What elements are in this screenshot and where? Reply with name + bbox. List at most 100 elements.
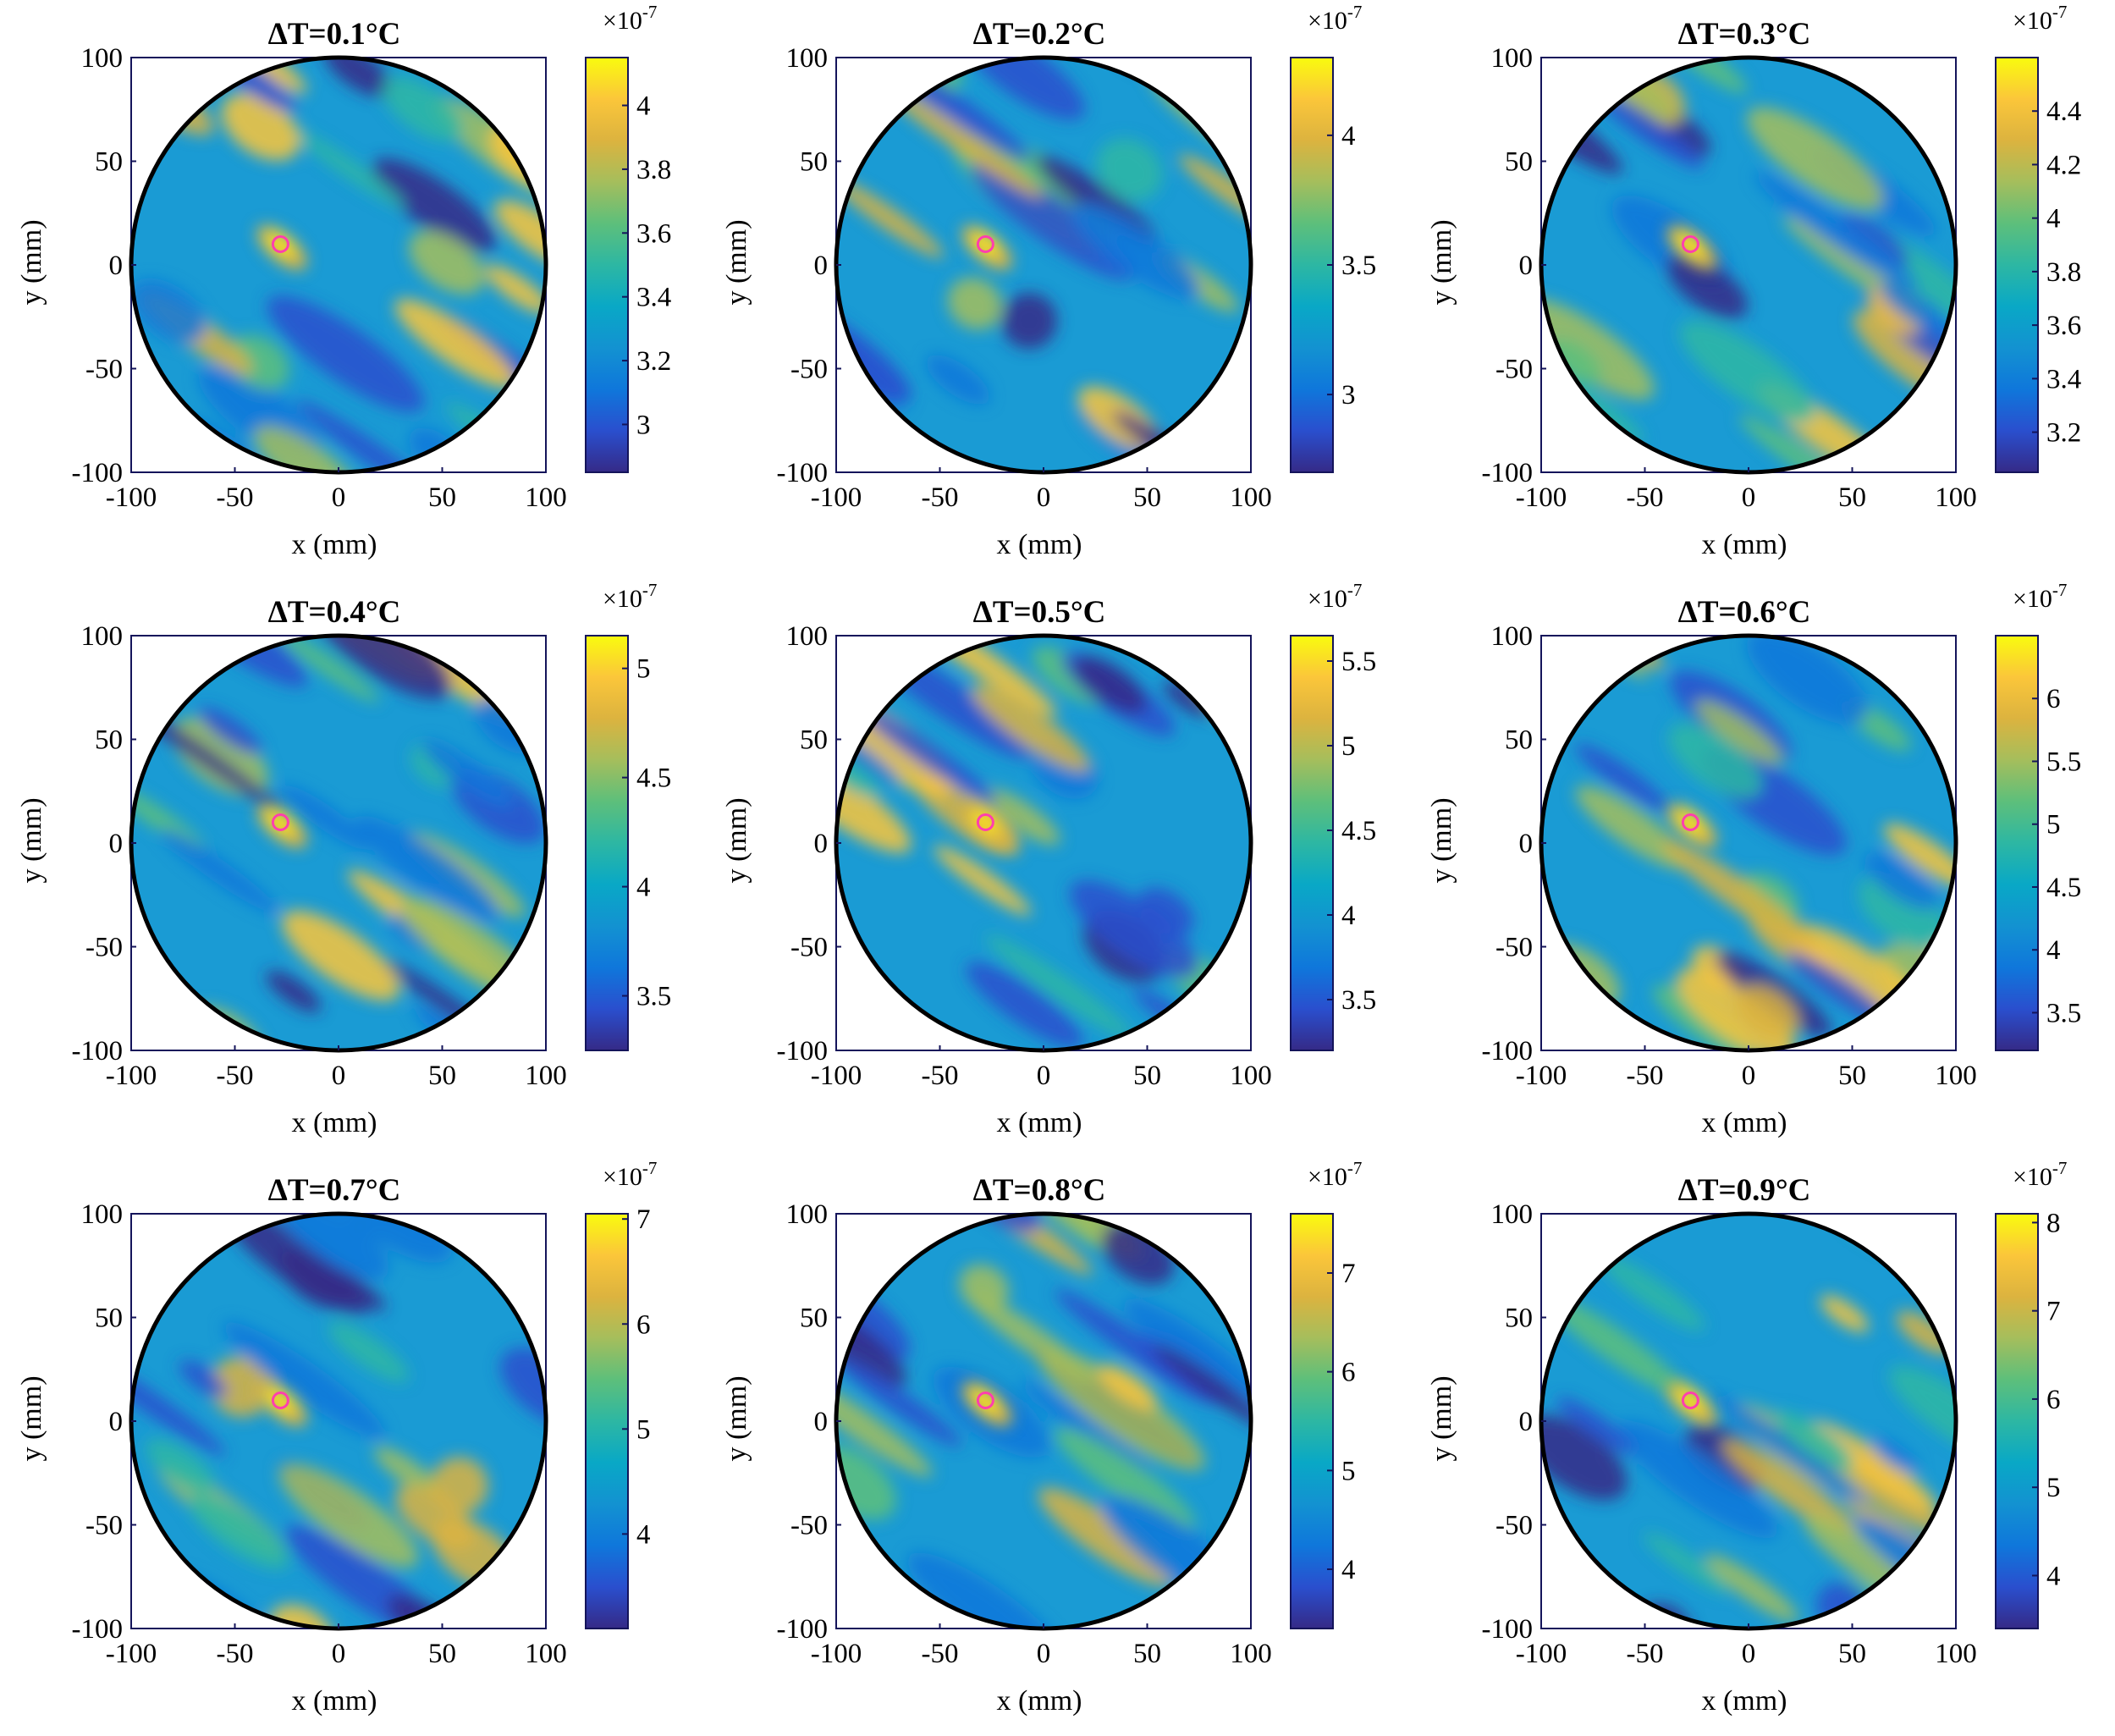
x-tick-label: 0 [1037,482,1051,513]
colorbar-tick-label: 4 [1341,1555,1356,1585]
y-tick-label: 50 [1505,725,1533,756]
x-tick-label: 50 [428,1639,456,1669]
x-tick-label: -100 [1516,1639,1567,1669]
y-tick-label: 100 [786,621,829,652]
panel-6: ΔT=0.6°C y (mm) x (mm) ×10-7 -100 -50 0 50 1… [1426,580,2081,1138]
heatmap-field [131,1214,546,1629]
y-tick-label: 0 [814,829,829,859]
y-tick-label: 0 [109,1407,124,1437]
colorbar-tick-label: 4 [1341,901,1356,931]
source-marker [976,813,994,831]
colorbar-tick-label: 4.4 [2046,96,2081,127]
colorbar-tick-label: 7 [2046,1297,2061,1327]
x-tick-label: 50 [1133,1639,1161,1669]
x-axis-label: x (mm) [1701,1685,1787,1717]
y-tick-label: -100 [777,1036,829,1066]
colorbar-tick-label: 3.5 [2046,998,2081,1028]
x-tick-label: 100 [1230,482,1272,513]
y-tick-label: 100 [1491,43,1534,74]
x-tick-label: 0 [332,482,346,513]
heatmap-field [1541,1214,1956,1629]
colorbar-tick-label: 3.5 [1341,251,1376,281]
y-axis-label: y (mm) [16,1375,47,1461]
x-tick-label: -50 [1627,1639,1664,1669]
y-tick-label: 50 [95,725,123,756]
colorbar [1290,1213,1334,1629]
colorbar-tick-label: 8 [2046,1208,2061,1238]
y-axis-label: y (mm) [721,797,752,883]
heatmap-field [1541,58,1956,472]
y-tick-label: 50 [800,147,828,178]
panel-3: ΔT=0.3°C y (mm) x (mm) ×10-7 -100 -50 0 50 1… [1426,2,2081,560]
y-tick-label: -50 [790,355,828,385]
x-tick-label: -100 [1516,1061,1567,1091]
y-tick-label: 100 [786,43,829,74]
panel-title: ΔT=0.3°C [1678,17,1811,52]
colorbar-tick-label: 5 [2046,1473,2061,1503]
panel-title: ΔT=0.7°C [268,1173,401,1208]
colorbar-tick-label: 4 [636,873,651,903]
y-tick-label: 100 [81,1199,124,1230]
colorbar-exponent: ×10-7 [603,580,657,613]
y-tick-label: 0 [814,1407,829,1437]
y-tick-label: 50 [95,147,123,178]
panel-title: ΔT=0.4°C [268,595,401,630]
colorbar-tick-label: 3.5 [636,982,671,1012]
y-axis-label: y (mm) [1426,797,1457,883]
x-axis-label: x (mm) [1701,1107,1787,1138]
source-marker [271,1392,289,1409]
panel-title: ΔT=0.6°C [1678,595,1811,630]
colorbar-tick-label: 3 [636,410,651,440]
y-axis-label: y (mm) [721,219,752,305]
y-tick-label: 100 [786,1199,829,1230]
x-tick-label: 100 [1935,482,1977,513]
x-tick-label: -100 [106,1061,157,1091]
colorbar-tick-label: 5 [1341,731,1356,762]
colorbar-tick-label: 4 [636,91,651,122]
y-tick-label: 100 [81,43,124,74]
panel-title: ΔT=0.1°C [268,17,401,52]
x-axis-label: x (mm) [996,1685,1082,1717]
y-tick-label: 0 [814,251,829,281]
x-tick-label: -50 [922,1061,959,1091]
y-axis-label: y (mm) [1426,219,1457,305]
y-tick-label: -50 [790,1511,828,1541]
y-tick-label: -50 [1495,933,1533,963]
x-tick-label: -100 [811,1061,862,1091]
colorbar-tick-label: 5 [636,654,651,685]
panel-2: ΔT=0.2°C y (mm) x (mm) ×10-7 -100 -50 0 50 1… [721,2,1376,560]
panel-title: ΔT=0.8°C [973,1173,1106,1208]
x-axis-label: x (mm) [291,1107,377,1138]
x-tick-label: 50 [428,482,456,513]
colorbar-tick-label: 4.5 [636,763,671,794]
colorbar-exponent: ×10-7 [1308,2,1362,35]
colorbar-exponent: ×10-7 [1308,1158,1362,1191]
y-tick-label: -100 [72,1036,124,1066]
colorbar-tick-label: 4 [2046,1561,2061,1591]
colorbar-tick-label: 6 [2046,684,2061,714]
source-marker [1681,1392,1699,1409]
colorbar-tick-label: 3.5 [1341,985,1376,1016]
colorbar-tick-label: 4 [636,1519,651,1550]
x-tick-label: -50 [217,1639,254,1669]
x-tick-label: 50 [428,1061,456,1091]
heatmap-field [836,636,1251,1050]
x-tick-label: 100 [525,482,567,513]
colorbar-tick-label: 5 [1341,1456,1356,1486]
y-tick-label: 0 [109,251,124,281]
colorbar [585,635,629,1051]
x-tick-label: -50 [217,482,254,513]
colorbar-tick-label: 3.4 [636,283,671,313]
x-tick-label: 50 [1133,1061,1161,1091]
y-tick-label: 50 [800,1303,828,1334]
y-tick-label: -50 [85,933,123,963]
y-tick-label: -50 [85,355,123,385]
panel-8: ΔT=0.8°C y (mm) x (mm) ×10-7 -100 -50 0 50 1… [721,1158,1362,1717]
y-tick-label: 50 [1505,147,1533,178]
y-tick-label: -100 [777,1614,829,1645]
x-tick-label: 50 [1838,1061,1866,1091]
x-tick-label: -50 [922,482,959,513]
x-axis-label: x (mm) [996,1107,1082,1138]
colorbar-exponent: ×10-7 [2013,1158,2067,1191]
